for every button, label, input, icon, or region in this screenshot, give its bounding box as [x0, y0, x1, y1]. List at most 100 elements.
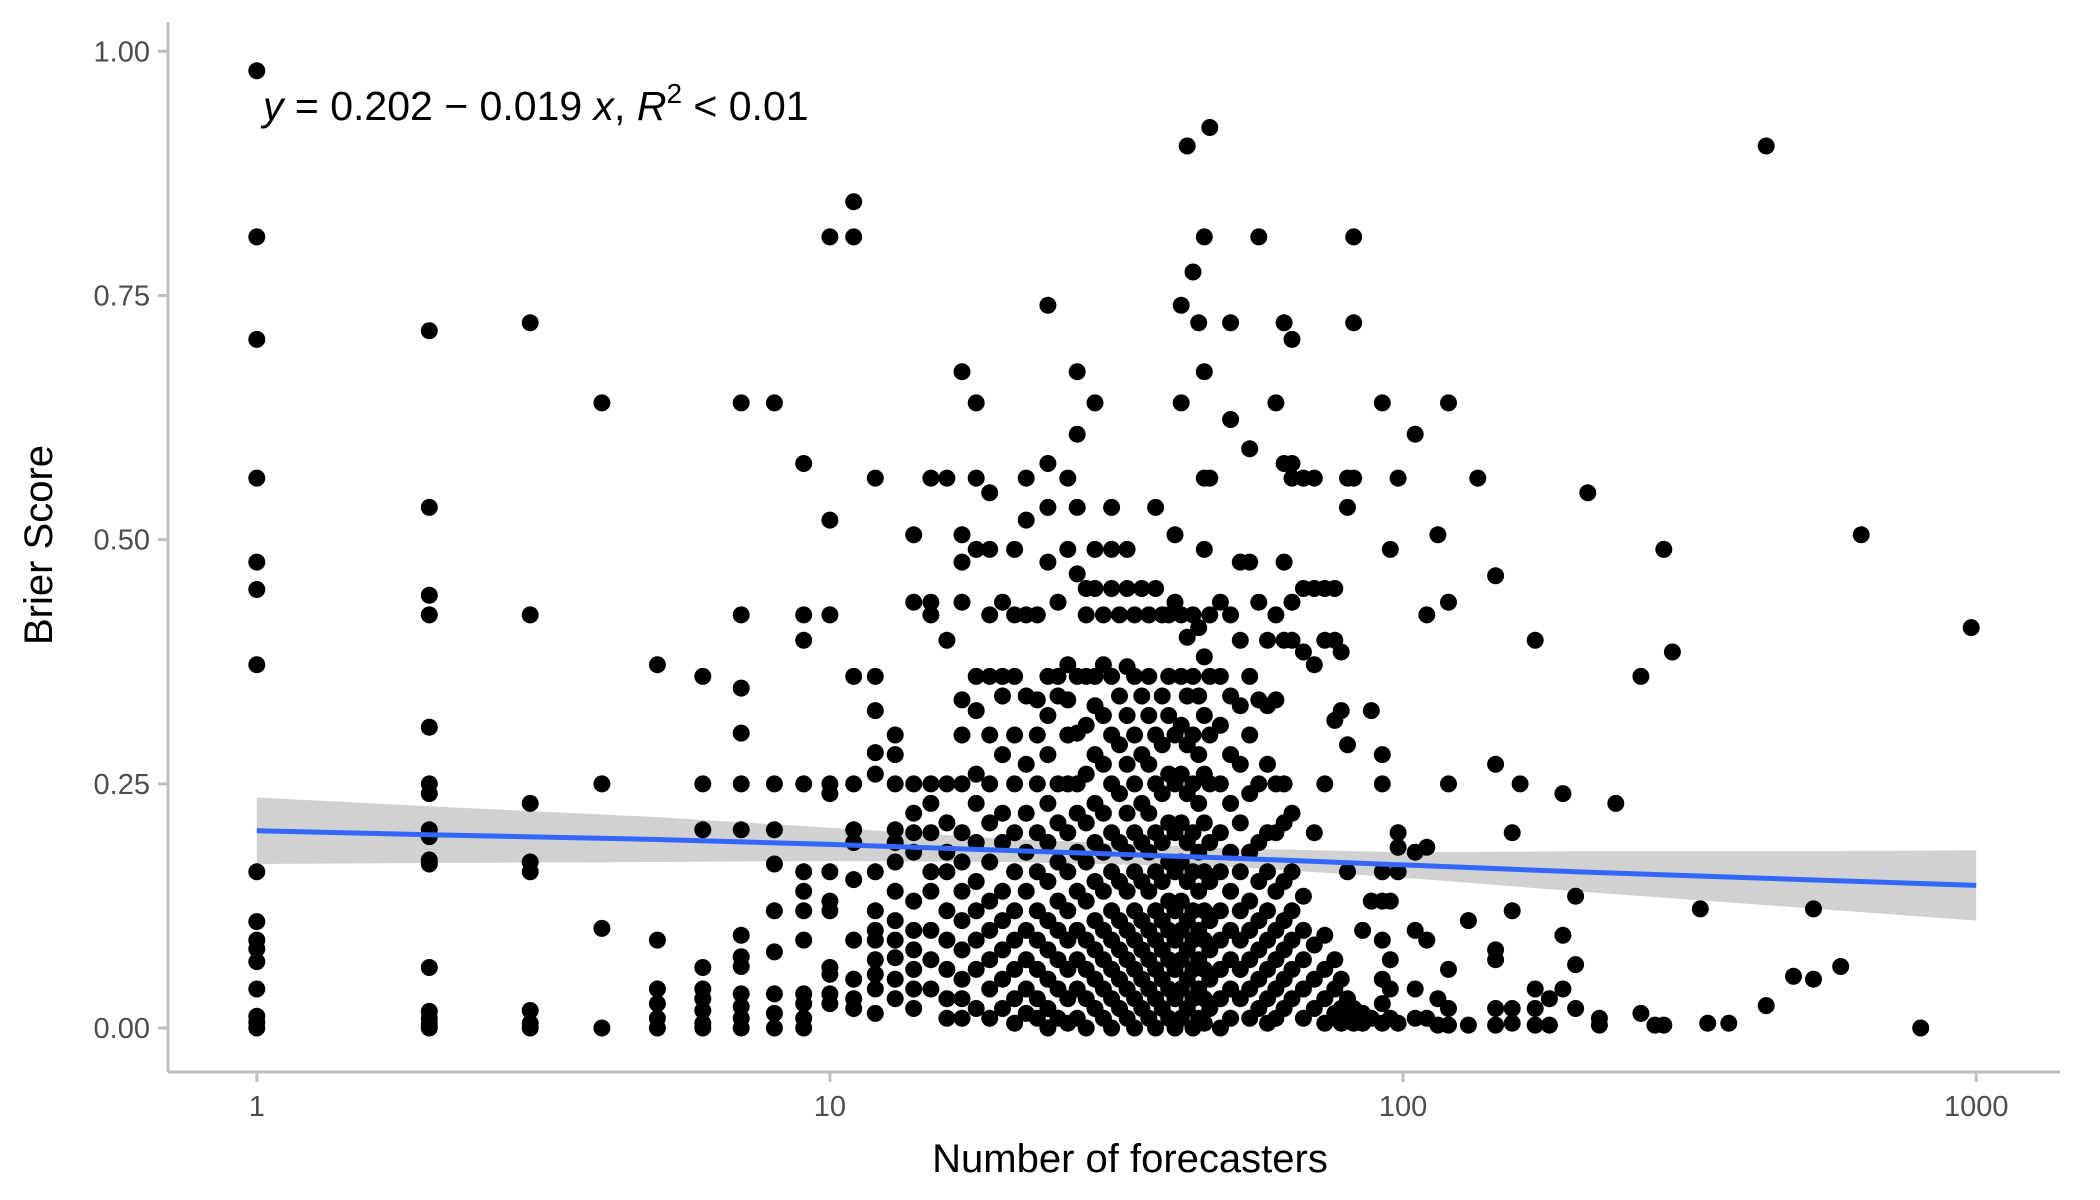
- data-point: [1440, 1016, 1457, 1034]
- data-point: [981, 853, 999, 871]
- data-point: [845, 667, 863, 685]
- data-point: [765, 985, 783, 1003]
- data-point: [765, 902, 783, 920]
- data-point: [1006, 931, 1024, 949]
- data-point: [1211, 902, 1229, 920]
- data-point: [1028, 691, 1046, 709]
- data-point: [1554, 926, 1572, 944]
- y-tick-label: 0.75: [94, 280, 150, 312]
- data-point: [1663, 643, 1681, 661]
- data-point: [1757, 137, 1775, 155]
- data-point: [1567, 887, 1585, 905]
- data-point: [938, 990, 956, 1008]
- data-point: [1487, 567, 1505, 585]
- data-point: [1540, 1016, 1558, 1034]
- data-point: [1305, 824, 1323, 842]
- data-point: [981, 606, 999, 624]
- eq-part-5: 2: [666, 78, 682, 109]
- data-point: [1017, 511, 1035, 529]
- data-point: [1373, 746, 1391, 764]
- data-point: [1094, 606, 1112, 624]
- data-point: [1389, 863, 1407, 881]
- data-point: [994, 687, 1011, 705]
- data-point: [1103, 540, 1121, 558]
- eq-part-6: < 0.01: [682, 83, 809, 129]
- data-point: [1373, 995, 1391, 1013]
- x-tick-label: 10: [814, 1091, 846, 1123]
- data-point: [420, 586, 438, 604]
- data-point: [1540, 990, 1558, 1008]
- data-point: [905, 593, 923, 611]
- data-point: [1039, 873, 1057, 890]
- data-point: [1006, 726, 1024, 744]
- data-point: [1166, 526, 1184, 544]
- y-tick-label: 0.25: [94, 769, 150, 801]
- data-point: [1283, 960, 1301, 978]
- data-point: [994, 970, 1011, 988]
- data-point: [994, 882, 1011, 900]
- data-point: [732, 606, 750, 624]
- data-point: [905, 775, 923, 793]
- data-point: [648, 656, 666, 674]
- data-point: [1184, 606, 1202, 624]
- data-point: [886, 882, 904, 900]
- data-point: [953, 1009, 971, 1027]
- data-point: [732, 958, 750, 975]
- data-point: [1172, 765, 1190, 783]
- data-point: [866, 951, 884, 969]
- data-point: [1294, 980, 1312, 998]
- data-point: [1195, 1014, 1213, 1032]
- data-point: [1354, 921, 1372, 939]
- data-point: [1147, 580, 1165, 597]
- data-point: [1487, 755, 1505, 773]
- data-point: [922, 863, 940, 881]
- data-point: [1222, 606, 1240, 624]
- data-point: [1017, 921, 1035, 939]
- data-point: [1211, 863, 1229, 881]
- data-point: [1440, 960, 1457, 978]
- data-point: [1184, 775, 1202, 793]
- data-point: [1077, 765, 1095, 783]
- data-point: [1166, 593, 1184, 611]
- data-point: [981, 980, 999, 998]
- data-point: [732, 394, 750, 412]
- data-point: [1086, 540, 1104, 558]
- data-point: [922, 606, 940, 624]
- data-point: [1184, 263, 1202, 281]
- data-point: [1373, 931, 1391, 949]
- data-point: [1373, 394, 1391, 412]
- data-point: [866, 863, 884, 881]
- data-point: [922, 593, 940, 611]
- data-point: [866, 965, 884, 983]
- data-point: [521, 1019, 539, 1037]
- data-point: [905, 824, 923, 842]
- data-point: [1305, 469, 1323, 487]
- data-point: [981, 951, 999, 969]
- data-point: [1201, 469, 1219, 487]
- eq-part-3: ,: [614, 83, 637, 129]
- data-point: [1607, 794, 1625, 812]
- data-point: [1283, 593, 1301, 611]
- data-point: [593, 1019, 611, 1037]
- data-point: [1077, 892, 1095, 910]
- data-point: [1126, 775, 1144, 793]
- data-point: [248, 863, 266, 881]
- data-point: [1429, 526, 1447, 544]
- data-point: [1231, 814, 1249, 832]
- data-point: [1832, 958, 1850, 975]
- data-point: [1140, 804, 1158, 822]
- data-point: [886, 970, 904, 988]
- x-tick-label: 100: [1379, 1091, 1427, 1123]
- data-point: [845, 931, 863, 949]
- eq-part-4: R: [637, 83, 667, 129]
- data-point: [1118, 580, 1136, 597]
- data-point: [521, 606, 539, 624]
- data-point: [1699, 1014, 1717, 1032]
- data-point: [981, 484, 999, 502]
- data-point: [981, 667, 999, 685]
- data-point: [1017, 755, 1035, 773]
- data-point: [905, 804, 923, 822]
- data-point: [1294, 921, 1312, 939]
- data-point: [795, 863, 813, 881]
- data-point: [1211, 775, 1229, 793]
